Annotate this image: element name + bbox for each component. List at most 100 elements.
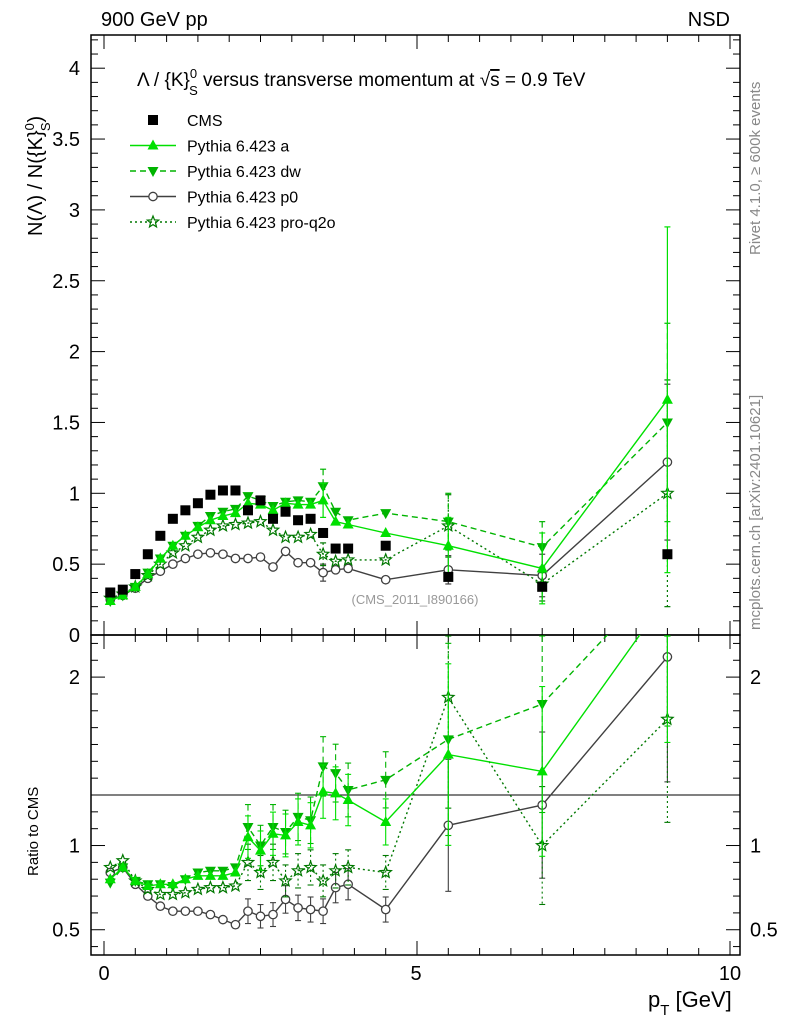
ratio-point-Pythia-6.423-pro-q2o: [215, 879, 231, 894]
ratio-point-Pythia-6.423-pro-q2o: [328, 863, 343, 877]
legend-label: Pythia 6.423 dw: [187, 164, 301, 181]
ratio-point-Pythia-6.423-pro-q2o: [103, 859, 118, 874]
ratio-point-Pythia-6.423-a: [104, 873, 116, 884]
point-Pythia-6.423-a: [380, 526, 392, 537]
point-CMS: [130, 569, 141, 580]
ratio-point-Pythia-6.423-a: [330, 787, 342, 798]
point-Pythia-6.423-p0: [180, 553, 191, 564]
ratio-point-Pythia-6.423-p0: [243, 906, 253, 917]
point-CMS: [305, 513, 316, 524]
point-CMS: [380, 540, 391, 551]
ratio-point-Pythia-6.423-p0: [305, 904, 316, 915]
point-Pythia-6.423-p0: [205, 547, 216, 558]
ratio-point-Pythia-6.423-a: [179, 873, 191, 884]
point-Pythia-6.423-pro-q2o: [228, 516, 243, 531]
ratio-point-Pythia-6.423-pro-q2o: [290, 863, 306, 877]
ratio-point-Pythia-6.423-pro-q2o: [340, 859, 356, 874]
ratio-point-Pythia-6.423-dw: [380, 775, 392, 786]
point-Pythia-6.423-a: [342, 518, 354, 529]
ratio-point-Pythia-6.423-p0: [318, 906, 328, 917]
point-Pythia-6.423-pro-q2o: [215, 518, 231, 533]
point-CMS: [662, 549, 673, 560]
ratio-point-Pythia-6.423-a: [442, 748, 454, 759]
point-Pythia-6.423-a: [292, 498, 304, 509]
ratio-y-tick-label-right: 0.5: [750, 920, 778, 942]
point-Pythia-6.423-pro-q2o: [328, 553, 343, 568]
point-Pythia-6.423-p0: [293, 557, 303, 568]
point-CMS: [268, 513, 279, 524]
ratio-point-Pythia-6.423-a: [292, 815, 304, 826]
axis-ticks: [91, 35, 740, 955]
ratio-point-Pythia-6.423-pro-q2o: [378, 864, 393, 879]
point-Pythia-6.423-a: [242, 497, 254, 508]
ratio-point-Pythia-6.423-a: [229, 866, 241, 877]
rivet-note: Rivet 4.1.0, ≥ 600k events: [747, 82, 764, 255]
point-Pythia-6.423-pro-q2o: [340, 552, 356, 567]
y-tick-label: 0: [69, 625, 80, 647]
point-CMS: [180, 505, 191, 516]
point-CMS: [443, 571, 454, 582]
y-tick-label: 3: [69, 200, 80, 222]
ratio-point-Pythia-6.423-p0: [380, 904, 391, 915]
ratio-point-Pythia-6.423-p0: [230, 919, 241, 930]
point-Pythia-6.423-a: [442, 539, 454, 550]
legend-label: Pythia 6.423 a: [187, 139, 289, 156]
y-tick-label: 1: [69, 483, 80, 505]
ratio-point-Pythia-6.423-p0: [180, 906, 191, 917]
ratio-point-Pythia-6.423-a: [167, 878, 179, 889]
point-CMS: [192, 498, 203, 509]
ratio-point-Pythia-6.423-pro-q2o: [153, 886, 168, 901]
ratio-point-Pythia-6.423-pro-q2o: [228, 878, 243, 893]
point-Pythia-6.423-p0: [343, 563, 353, 574]
ratio-point-Pythia-6.423-pro-q2o: [178, 885, 193, 899]
point-Pythia-6.423-pro-q2o: [253, 513, 268, 528]
ratio-point-Pythia-6.423-a: [305, 819, 317, 830]
point-Pythia-6.423-a: [229, 507, 241, 518]
legend-marker: [147, 139, 159, 150]
analysis-id: (CMS_2011_I890166): [352, 592, 479, 607]
point-Pythia-6.423-p0: [243, 553, 253, 564]
ratio-point-Pythia-6.423-pro-q2o: [165, 886, 181, 901]
point-Pythia-6.423-p0: [255, 552, 266, 562]
x-tick-label-10: 10: [719, 963, 741, 985]
point-Pythia-6.423-a: [217, 509, 229, 520]
point-Pythia-6.423-a: [204, 514, 216, 525]
point-Pythia-6.423-pro-q2o: [240, 515, 256, 530]
point-Pythia-6.423-pro-q2o: [278, 529, 293, 544]
legend-marker: [145, 214, 161, 229]
point-Pythia-6.423-p0: [380, 574, 391, 585]
legend-label: Pythia 6.423 pro-q2o: [187, 215, 336, 232]
point-Pythia-6.423-a: [104, 594, 116, 605]
y-tick-label: 1.5: [52, 412, 80, 434]
ratio-point-Pythia-6.423-a: [154, 878, 166, 889]
ratio-point-Pythia-6.423-a: [267, 827, 279, 838]
ratio-line-Pythia-6.423-a: [109, 635, 641, 887]
ratio-point-Pythia-6.423-a: [342, 794, 354, 805]
point-Pythia-6.423-p0: [330, 564, 341, 575]
point-Pythia-6.423-p0: [193, 549, 203, 560]
ratio-point-Pythia-6.423-pro-q2o: [278, 873, 293, 888]
x-axis-label: pT [GeV]: [648, 987, 732, 1019]
ratio-point-Pythia-6.423-pro-q2o: [315, 873, 331, 888]
point-CMS: [280, 506, 291, 517]
point-CMS: [330, 543, 341, 554]
point-Pythia-6.423-a: [179, 529, 191, 540]
point-Pythia-6.423-p0: [305, 557, 316, 568]
y-tick-label: 2.5: [52, 271, 80, 293]
ratio-point-Pythia-6.423-pro-q2o: [203, 879, 218, 894]
legend: CMS Pythia 6.423 a Pythia 6.423 dw Pythia 6…: [130, 113, 336, 232]
chart-title: Λ / {K}0 S versus transverse momentum at …: [137, 66, 586, 98]
point-CMS: [105, 587, 116, 598]
ratio-series-group: [103, 635, 675, 930]
ratio-point-Pythia-6.423-pro-q2o: [303, 859, 318, 874]
point-Pythia-6.423-p0: [268, 562, 278, 572]
ratio-y-tick-label-right: 1: [750, 836, 761, 858]
point-CMS: [255, 495, 266, 506]
point-Pythia-6.423-a: [267, 504, 279, 515]
ratio-y-axis-label: Ratio to CMS: [25, 787, 42, 876]
ratio-line-Pythia-6.423-pro-q2o: [109, 695, 668, 896]
ratio-point-Pythia-6.423-a: [242, 831, 254, 842]
ratio-point-Pythia-6.423-a: [142, 879, 154, 890]
ratio-point-Pythia-6.423-p0: [218, 914, 228, 925]
